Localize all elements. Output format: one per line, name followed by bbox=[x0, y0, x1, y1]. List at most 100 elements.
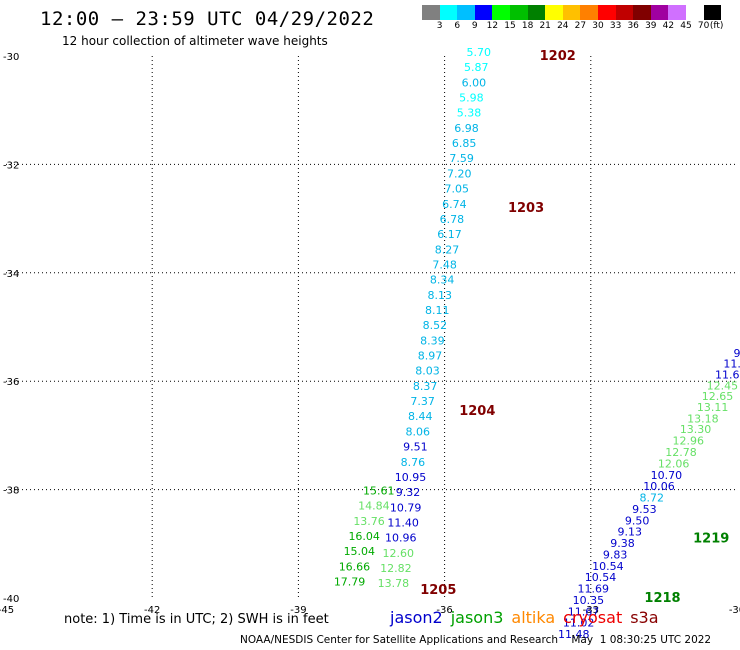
swh-data-label: 8.44 bbox=[408, 410, 433, 423]
swh-data-label: 14.84 bbox=[358, 500, 390, 513]
swh-data-label: 11.69 bbox=[577, 583, 609, 596]
swh-data-label: 9.53 bbox=[632, 503, 657, 516]
swh-data-label: 12.65 bbox=[702, 390, 734, 403]
colorbar-swatch bbox=[474, 5, 493, 20]
x-tick-label: -42 bbox=[144, 605, 160, 616]
footer-credit: NOAA/NESDIS Center for Satellite Applica… bbox=[240, 634, 712, 646]
colorbar-swatch bbox=[562, 5, 581, 20]
swh-colorbar-labels: 3 6 9 12 15 18 21 24 27 30 33 36 39 42 45 70 (ft) bbox=[422, 21, 740, 35]
swh-data-label: 7.05 bbox=[445, 183, 470, 196]
legend-entry: altika bbox=[511, 608, 556, 627]
track-time-annotation: 1203 bbox=[508, 201, 544, 216]
swh-data-label: 10.35 bbox=[573, 594, 605, 607]
colorbar-swatch bbox=[422, 5, 440, 20]
colorbar-unit: (ft) bbox=[709, 21, 724, 31]
colorbar-swatch bbox=[633, 5, 651, 20]
swh-data-label: 9 bbox=[734, 347, 740, 360]
colorbar-swatch bbox=[597, 5, 616, 20]
swh-data-label: 8.13 bbox=[427, 289, 452, 302]
y-tick-label: -40 bbox=[3, 594, 19, 605]
colorbar-label: 70 bbox=[697, 21, 710, 31]
swh-data-label: 9.50 bbox=[625, 514, 650, 527]
swh-data-label: 5.87 bbox=[464, 61, 489, 74]
satellite-legend: jason2 jason3 altika cryosat s3a bbox=[390, 608, 667, 627]
track-time-annotation: 1218 bbox=[644, 591, 680, 606]
swh-data-label: 12.45 bbox=[707, 379, 739, 392]
track-time-annotation: 1205 bbox=[420, 583, 456, 598]
track-time-annotation: 1219 bbox=[693, 531, 729, 546]
colorbar-label: 30 bbox=[592, 21, 604, 31]
swh-data-label: 11.67 bbox=[568, 605, 600, 618]
swh-data-label: 6.00 bbox=[462, 76, 487, 89]
colorbar-swatch bbox=[545, 5, 563, 20]
swh-data-label: 10.96 bbox=[385, 532, 417, 545]
swh-data-label: 7.20 bbox=[447, 167, 472, 180]
x-tick-label: -36 bbox=[436, 605, 452, 616]
swh-data-label: 15.61 bbox=[363, 484, 395, 497]
swh-data-label: 10.54 bbox=[592, 560, 624, 573]
colorbar-label: 6 bbox=[454, 21, 461, 31]
swh-data-label: 5.38 bbox=[457, 107, 482, 120]
swh-data-label: 13.11 bbox=[697, 401, 729, 414]
swh-data-label: 6.17 bbox=[437, 228, 462, 241]
swh-data-label: 16.66 bbox=[339, 560, 371, 573]
x-tick-label: -45 bbox=[0, 605, 14, 616]
colorbar-swatch bbox=[668, 5, 686, 20]
swh-data-label: 11. bbox=[723, 358, 740, 371]
swh-data-label: 13.78 bbox=[378, 577, 410, 590]
colorbar-swatch bbox=[703, 5, 722, 20]
colorbar-label: 3 bbox=[436, 21, 443, 31]
swh-data-label: 8.52 bbox=[423, 319, 448, 332]
colorbar-swatch bbox=[650, 5, 669, 20]
swh-data-label: 8.27 bbox=[435, 243, 460, 256]
swh-data-label: 8.76 bbox=[401, 456, 426, 469]
swh-data-label: 8.11 bbox=[425, 304, 450, 317]
colorbar-label: 15 bbox=[504, 21, 516, 31]
chart-title: 12:00 – 23:59 UTC 04/29/2022 bbox=[40, 8, 375, 30]
swh-data-label: 13.30 bbox=[680, 423, 712, 436]
legend-entry: jason2 bbox=[390, 608, 443, 627]
swh-data-label: 10.70 bbox=[651, 469, 683, 482]
legend-entry: s3a bbox=[630, 608, 659, 627]
colorbar-label: 42 bbox=[662, 21, 675, 31]
units-note: note: 1) Time is in UTC; 2) SWH is in fe… bbox=[64, 612, 329, 627]
swh-data-label: 12.82 bbox=[380, 562, 412, 575]
colorbar-swatch bbox=[439, 5, 458, 20]
swh-colorbar bbox=[422, 5, 722, 20]
colorbar-swatch bbox=[527, 5, 546, 20]
swh-data-label: 10.54 bbox=[585, 571, 617, 584]
swh-data-label: 12.78 bbox=[665, 446, 697, 459]
swh-data-label: 6.78 bbox=[440, 213, 465, 226]
colorbar-label: 24 bbox=[557, 21, 569, 31]
swh-data-label: 10.06 bbox=[643, 480, 675, 493]
swh-data-label: 17.79 bbox=[334, 576, 366, 589]
swh-data-label: 6.98 bbox=[454, 122, 479, 135]
swh-data-label: 8.03 bbox=[415, 365, 440, 378]
swh-data-label: 12.96 bbox=[673, 435, 705, 448]
swh-data-label: 13.76 bbox=[353, 515, 385, 528]
swh-data-label: 5.70 bbox=[466, 46, 491, 59]
swh-data-label: 9.38 bbox=[610, 537, 635, 550]
legend-entry: jason3 bbox=[450, 608, 504, 627]
colorbar-label: 39 bbox=[645, 21, 657, 31]
colorbar-swatch bbox=[615, 5, 634, 20]
y-tick-label: -32 bbox=[3, 160, 19, 171]
colorbar-swatch bbox=[685, 5, 704, 20]
swh-data-label: 7.59 bbox=[449, 152, 474, 165]
colorbar-swatch bbox=[509, 5, 528, 20]
track-time-annotation: 1204 bbox=[459, 404, 495, 419]
swh-data-label: 7.37 bbox=[410, 395, 435, 408]
y-tick-label: -34 bbox=[3, 269, 19, 280]
colorbar-label: 36 bbox=[627, 21, 639, 31]
colorbar-label: 27 bbox=[574, 21, 587, 31]
swh-data-label: 13.18 bbox=[687, 412, 719, 425]
swh-data-label: 11.6 bbox=[715, 368, 740, 381]
track-time-annotation: 1202 bbox=[540, 49, 576, 64]
colorbar-label: 33 bbox=[609, 21, 622, 31]
swh-data-label: 15.04 bbox=[344, 545, 376, 558]
swh-data-label: 11.02 bbox=[563, 617, 595, 630]
swh-data-label: 5.98 bbox=[459, 92, 484, 105]
colorbar-swatch bbox=[457, 5, 475, 20]
colorbar-label: 21 bbox=[539, 21, 551, 31]
x-tick-label: -39 bbox=[290, 605, 306, 616]
